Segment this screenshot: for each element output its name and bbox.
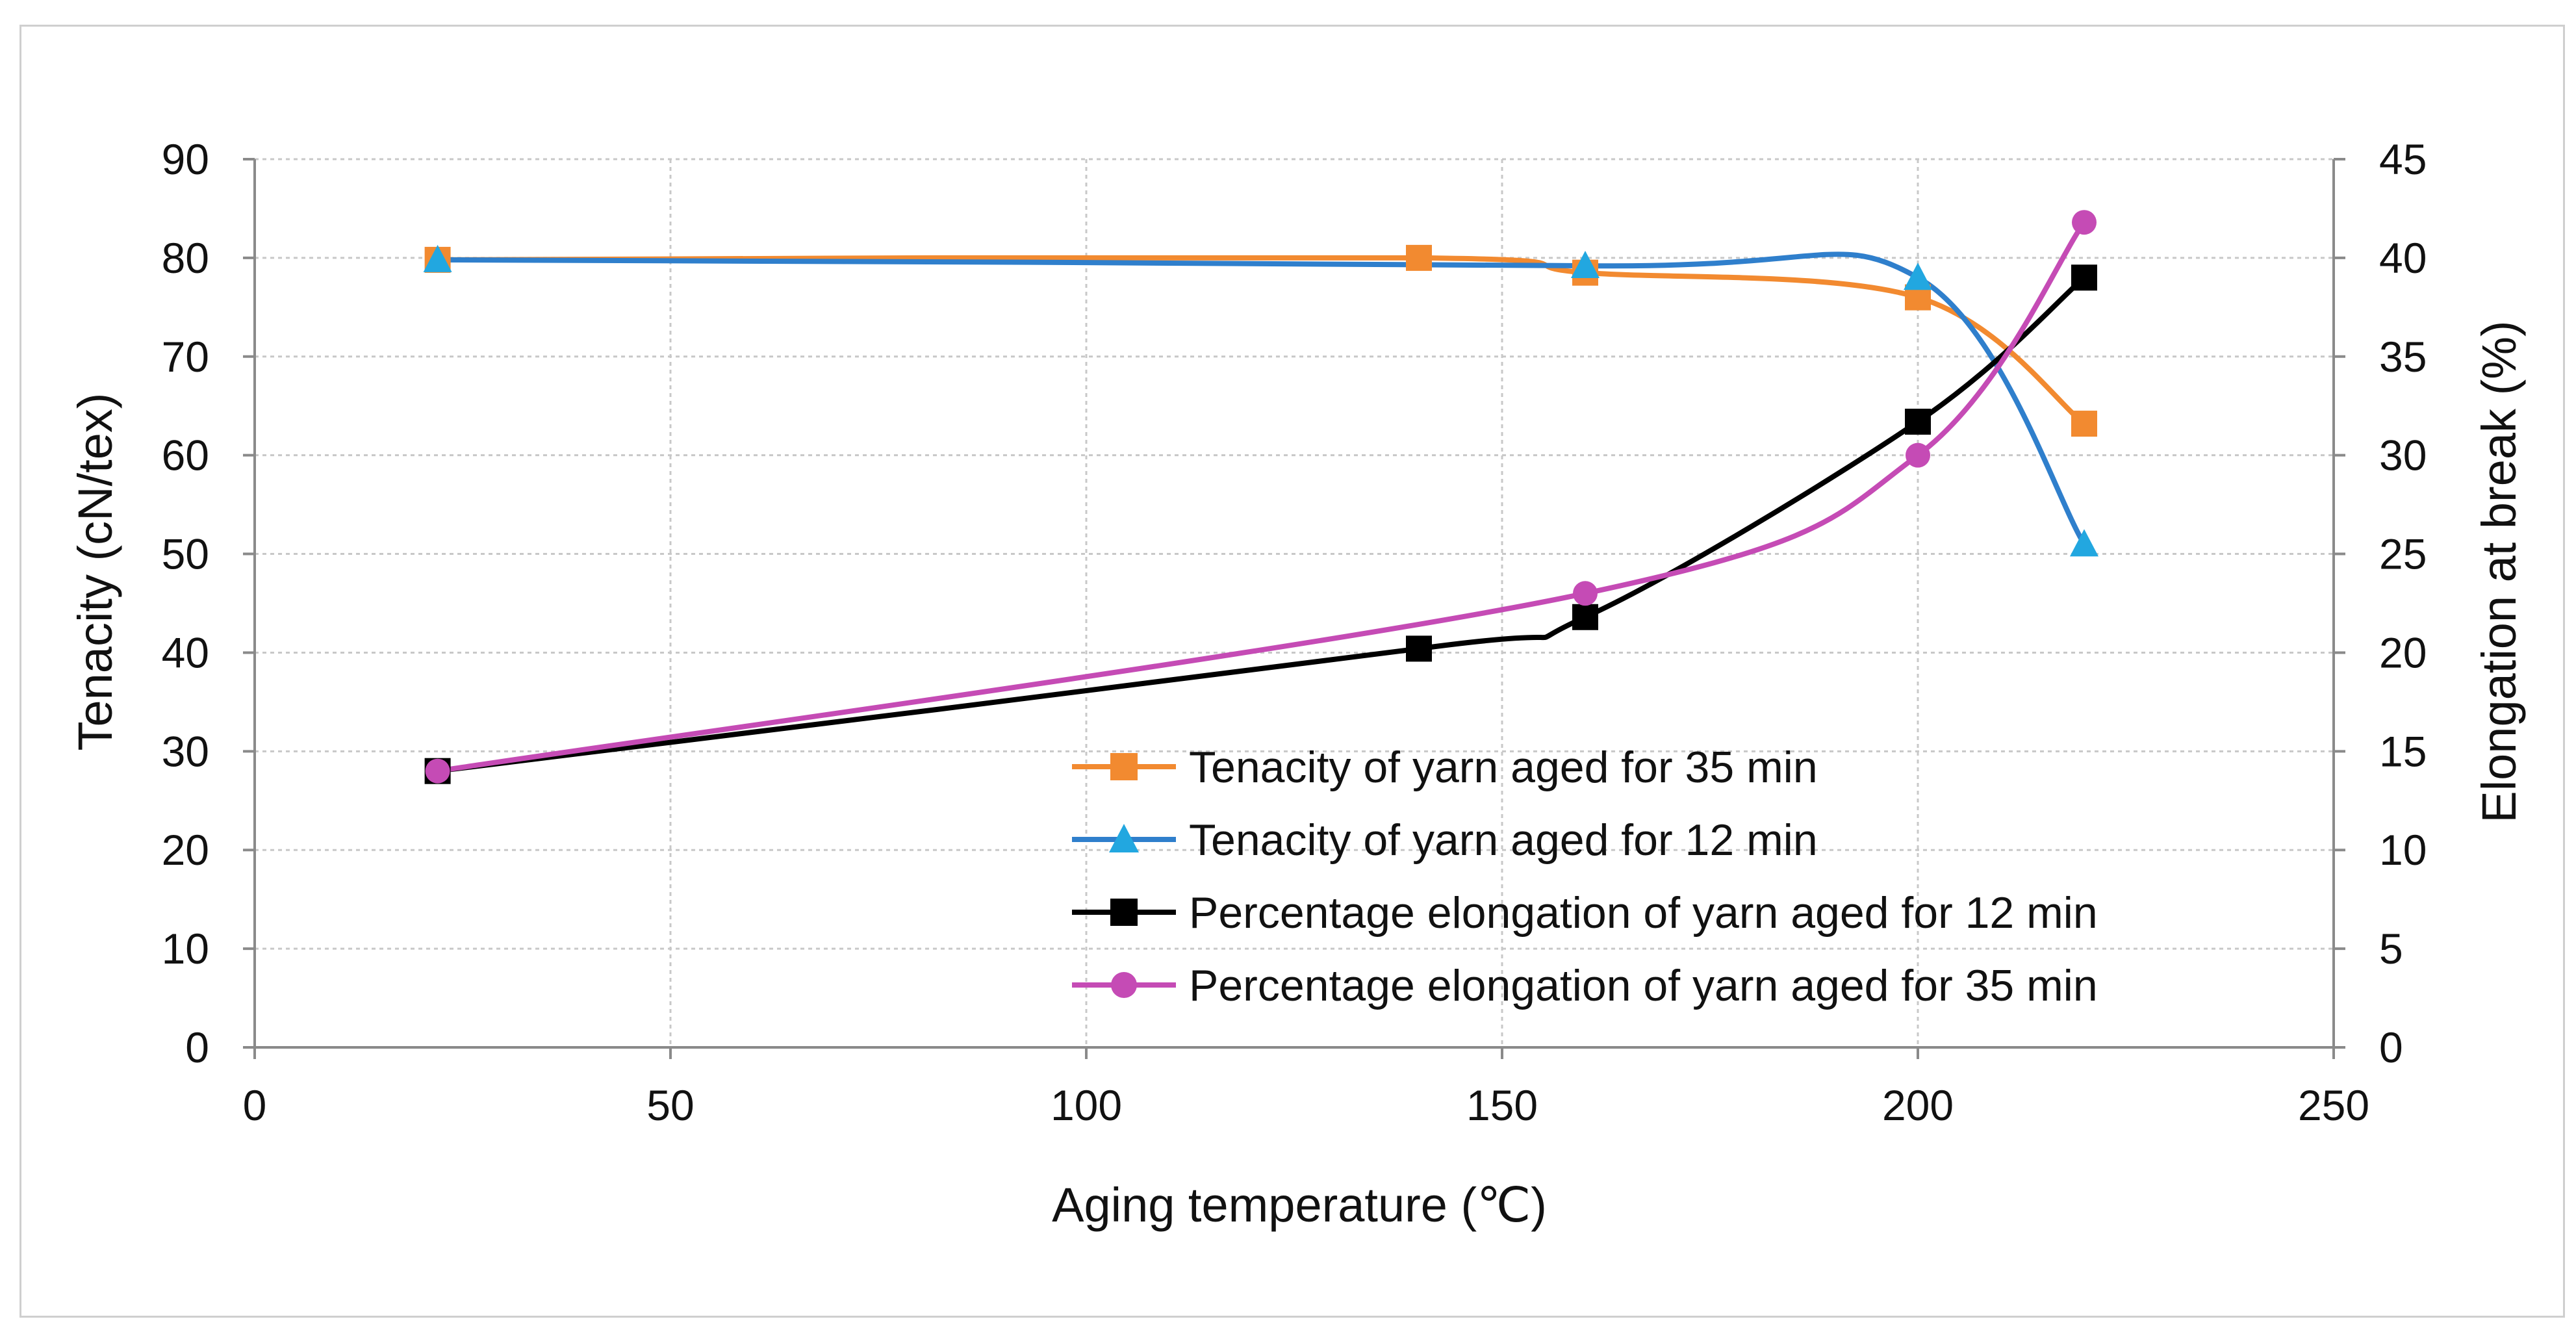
series-line-3 [435,275,2087,774]
x-tick-label: 150 [1466,1081,1538,1129]
series-markers [423,210,2098,784]
y-tick-label: 20 [162,826,209,874]
legend: Tenacity of yarn aged for 35 min Tenacity… [1072,743,2098,1010]
y2-tick-label: 45 [2379,135,2427,183]
x-tick-label: 100 [1051,1081,1122,1129]
x-tick-label: 200 [1882,1081,1954,1129]
y-tick-label: 60 [162,431,209,480]
series-4-point [425,758,450,784]
x-tick-label: 250 [2298,1081,2369,1129]
legend-swatch-marker-3 [1110,899,1138,926]
legend-label-4: Percentage elongation of yarn aged for 3… [1189,961,2098,1010]
series-4-point [1573,581,1598,606]
y-tick-label: 80 [162,234,209,282]
series-2-point [1571,251,1600,279]
x-axis-title: Aging temperature (℃) [1052,1178,1547,1232]
legend-label-3: Percentage elongation of yarn aged for 1… [1189,888,2098,938]
x-tick-label: 0 [243,1081,267,1129]
legend-swatch-marker-2 [1109,824,1139,852]
y-tick-label: 70 [162,333,209,381]
legend-swatch-marker-1 [1110,753,1138,780]
grid [255,158,2334,1047]
series-4-point [1906,442,1930,468]
legend-swatch-marker-4 [1111,972,1137,998]
chart-frame [19,25,2565,1318]
series-line-4 [435,220,2087,774]
y2-tick-label: 15 [2379,727,2427,775]
series-1-point [1406,244,1432,271]
y2-tick-label: 35 [2379,333,2427,381]
y-tick-label: 10 [162,925,209,973]
series-line-2 [435,251,2087,547]
y2-axis-title: Elongation at break (%) [2472,320,2526,823]
y2-tick-label: 25 [2379,530,2427,578]
y2-tick-label: 40 [2379,234,2427,282]
series-3-point [1406,635,1432,662]
y-axis-title: Tenacity (cN/tex) [68,392,122,750]
series-line-1 [435,254,2087,427]
y2-tick-label: 5 [2379,925,2403,973]
series-1-point [2071,411,2097,437]
legend-label-2: Tenacity of yarn aged for 12 min [1189,815,1818,865]
tick-labels: 0 10 20 30 40 50 60 70 80 90 0 5 10 15 20 25 30 35 40 45 0 50… [162,135,2427,1129]
series-2-point [423,244,452,272]
y-tick-label: 40 [162,628,209,676]
series-4-point [2072,210,2097,235]
series-3-point [2071,264,2097,291]
y-tick-label: 0 [185,1023,209,1071]
y-tick-label: 50 [162,530,209,578]
y-tick-label: 90 [162,135,209,183]
y2-tick-label: 30 [2379,431,2427,480]
series-2-point [2070,529,2098,557]
series-2-point [1904,262,1932,290]
series-3-point [1572,604,1598,630]
y2-tick-label: 20 [2379,628,2427,676]
x-tick-label: 50 [646,1081,694,1129]
y-tick-label: 30 [162,727,209,775]
axes [243,158,2345,1059]
legend-label-1: Tenacity of yarn aged for 35 min [1189,743,1818,792]
series-lines [435,220,2087,774]
y2-tick-label: 0 [2379,1023,2403,1071]
y2-tick-label: 10 [2379,826,2427,874]
series-3-point [1905,409,1931,435]
